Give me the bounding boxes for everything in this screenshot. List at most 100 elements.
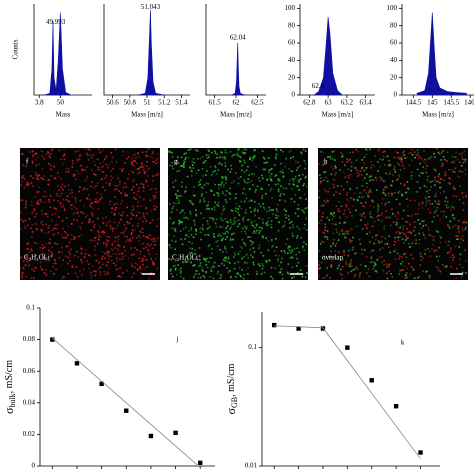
- pixel: [28, 251, 31, 253]
- pixel: [289, 251, 292, 254]
- pixel: [325, 190, 328, 193]
- pixel: [92, 215, 94, 217]
- pixel: [106, 221, 109, 224]
- pixel: [93, 161, 95, 163]
- pixel: [389, 164, 391, 167]
- pixel: [381, 202, 383, 205]
- pixel: [116, 268, 118, 271]
- pixel: [79, 186, 81, 188]
- pixel: [460, 165, 463, 167]
- pixel: [451, 161, 454, 164]
- pixel: [205, 272, 207, 274]
- pixel: [198, 273, 200, 275]
- pixel: [204, 234, 207, 236]
- pixel: [434, 184, 436, 186]
- pixel: [102, 161, 105, 163]
- pixel: [152, 261, 154, 264]
- pixel: [168, 150, 170, 153]
- pixel: [36, 228, 38, 230]
- pixel: [108, 257, 110, 260]
- pixel: [320, 205, 323, 207]
- pixel: [67, 184, 69, 187]
- pixel: [372, 179, 375, 181]
- pixel: [130, 263, 133, 265]
- pixel: [39, 222, 42, 224]
- pixel: [427, 247, 430, 250]
- pixel: [193, 276, 195, 279]
- pixel: [377, 219, 380, 221]
- pixel: [63, 158, 66, 161]
- pixel: [44, 190, 46, 193]
- pixel: [61, 183, 64, 186]
- pixel: [289, 226, 291, 229]
- spectrum: [138, 10, 165, 96]
- point: [393, 404, 399, 409]
- pixel: [253, 210, 256, 212]
- pixel: [440, 151, 443, 154]
- pixel: [185, 234, 188, 236]
- pixel: [374, 238, 377, 241]
- pixel: [359, 242, 362, 245]
- pixel: [100, 193, 102, 196]
- pixel: [397, 212, 400, 215]
- pixel: [114, 188, 116, 191]
- y-axis-label: σbulk, mS/cm: [2, 360, 17, 414]
- pixel: [126, 269, 128, 272]
- pixel: [231, 233, 233, 236]
- pixel: [60, 192, 63, 195]
- pixel: [404, 157, 406, 160]
- pixel: [243, 230, 246, 233]
- pixel: [332, 223, 335, 225]
- pixel: [45, 273, 48, 276]
- pixel: [296, 237, 298, 239]
- pixel: [25, 164, 28, 167]
- pixel: [343, 222, 345, 224]
- pixel: [157, 218, 160, 220]
- pixel: [343, 209, 346, 212]
- pixel: [258, 180, 261, 182]
- pixel: [130, 170, 133, 172]
- pixel: [433, 250, 436, 252]
- pixel: [388, 160, 390, 162]
- pixel: [112, 262, 115, 265]
- pixel: [397, 178, 399, 180]
- y-tick-label: 0: [32, 462, 36, 470]
- pixel: [26, 260, 29, 263]
- pixel: [283, 224, 286, 227]
- pixel: [113, 203, 116, 206]
- pixel: [194, 273, 197, 275]
- pixel: [181, 181, 183, 184]
- pixel: [212, 218, 215, 220]
- pixel: [106, 250, 109, 252]
- pixel: [133, 160, 135, 162]
- pixel: [324, 163, 327, 165]
- pixel: [230, 275, 232, 278]
- pixel: [291, 277, 293, 279]
- pixel: [116, 188, 118, 190]
- pixel: [173, 235, 176, 237]
- pixel: [67, 272, 70, 275]
- pixel: [256, 185, 259, 188]
- pixel: [235, 193, 237, 195]
- pixel: [136, 225, 139, 227]
- pixel: [97, 168, 99, 171]
- pixel: [408, 164, 410, 167]
- pixel: [252, 157, 254, 160]
- pixel: [21, 277, 24, 279]
- pixel: [115, 227, 118, 230]
- pixel: [124, 182, 126, 185]
- pixel: [452, 170, 455, 173]
- pixel: [439, 192, 442, 195]
- pixel: [110, 248, 112, 250]
- pixel: [447, 244, 450, 246]
- pixel: [151, 247, 154, 250]
- pixel: [221, 181, 223, 184]
- pixel: [442, 164, 444, 166]
- pixel: [418, 203, 420, 206]
- pixel: [248, 236, 251, 238]
- pixel: [262, 168, 264, 171]
- pixel: [191, 160, 194, 163]
- pixel: [318, 221, 320, 224]
- pixel: [451, 168, 454, 171]
- pixel: [452, 256, 455, 259]
